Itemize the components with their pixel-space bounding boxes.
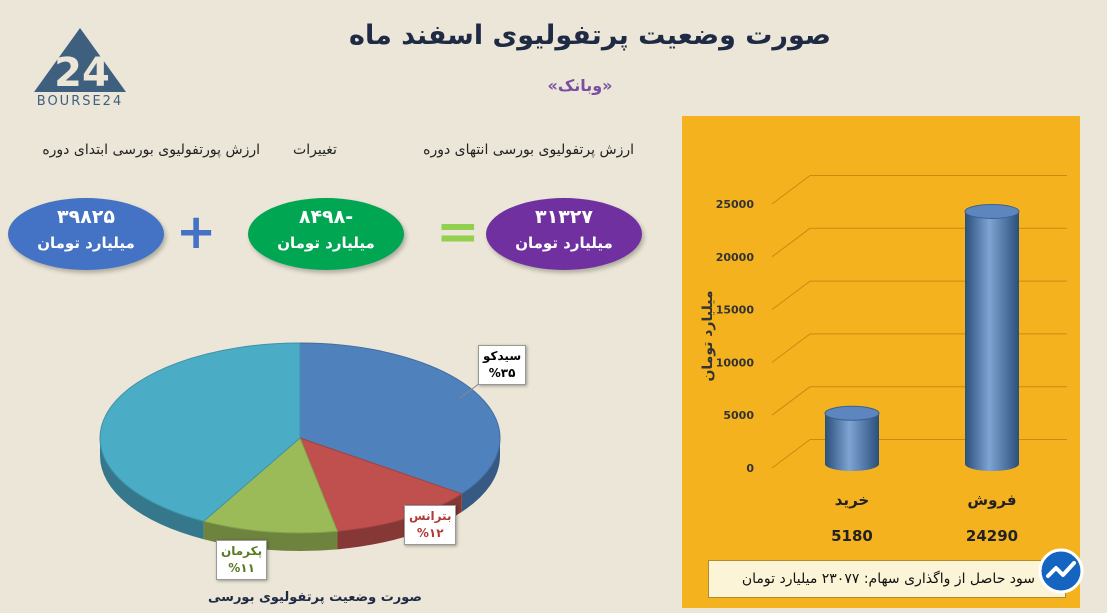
page-title: صورت وضعیت پرتفولیوی اسفند ماه — [349, 20, 831, 51]
bar-cylinder-top — [824, 405, 880, 421]
page-subtitle: «وبانک» — [547, 76, 613, 95]
pie-label-seydko: سیدکو %۳۵ — [478, 345, 527, 385]
bar-cylinder — [965, 211, 1019, 471]
bar-value-label: 5180 — [831, 527, 873, 545]
pie-slice — [99, 342, 301, 522]
change-value-ellipse: -۸۴۹۸ میلیارد تومان — [248, 198, 404, 270]
pie-slice — [299, 342, 501, 495]
pie-label-percent: %۳۵ — [488, 366, 516, 380]
y-tick-label: 25000 — [716, 198, 755, 211]
pie-label-name: بترانس — [409, 509, 452, 523]
pie-label-percent: %۱۱ — [228, 561, 255, 575]
grid-line — [771, 333, 811, 363]
logo-mark: 24 — [34, 28, 126, 96]
pie-label-name: سیدکو — [483, 349, 522, 363]
x-category-label: خرید — [835, 491, 869, 509]
grid-line — [771, 280, 811, 311]
grid-line — [771, 439, 811, 469]
grid-line — [771, 227, 811, 258]
logo: 24 BOURSE24 — [28, 20, 132, 112]
y-tick-label: 20000 — [716, 251, 755, 264]
header-start: ارزش پورتفولیوی بورسی ابتدای دوره — [42, 142, 260, 158]
equals-sign: = — [436, 202, 480, 262]
grid-line — [771, 175, 811, 205]
bar-value-label: 24290 — [966, 527, 1018, 545]
change-unit: میلیارد تومان — [277, 234, 375, 252]
y-tick-label: 5000 — [723, 409, 754, 422]
pie-label-pakraman: پکرمان %۱۱ — [216, 540, 268, 580]
bar-cylinder — [825, 413, 879, 471]
pie-label-betrans: بترانس %۱۲ — [404, 505, 457, 545]
end-value-ellipse: ۳۱۳۲۷ میلیارد تومان — [486, 198, 642, 270]
end-value: ۳۱۳۲۷ — [535, 206, 593, 228]
change-value: -۸۴۹۸ — [298, 206, 354, 228]
y-tick-label: 15000 — [716, 304, 755, 317]
header-change: تغییرات — [293, 142, 337, 158]
pie-label-percent: %۱۲ — [416, 526, 444, 540]
bar-chart: 0 5000 10000 15000 20000 25000 میلیارد تومان خر… — [700, 175, 1067, 545]
x-category-label: فروش — [967, 491, 1016, 509]
summary-box: سود حاصل از واگذاری سهام: ۲۳۰۷۷ میلیارد … — [708, 560, 1066, 598]
y-axis-label: میلیارد تومان — [700, 290, 716, 381]
header-end: ارزش پرتفولیوی بورسی انتهای دوره — [423, 142, 634, 158]
logo-mark-text: 24 — [54, 50, 110, 96]
pie-slice-side — [100, 438, 204, 540]
start-value: ۳۹۸۲۵ — [57, 206, 115, 228]
start-value-ellipse: ۳۹۸۲۵ میلیارد تومان — [8, 198, 164, 270]
start-unit: میلیارد تومان — [37, 234, 135, 252]
end-unit: میلیارد تومان — [515, 234, 613, 252]
pie-slice — [202, 437, 339, 534]
y-tick-label: 10000 — [716, 356, 755, 369]
grid-line — [771, 386, 811, 416]
y-tick-label: 0 — [746, 462, 754, 475]
bar-chart-panel: 0 5000 10000 15000 20000 25000 میلیارد تومان خر… — [682, 116, 1080, 608]
trend-logo-icon — [1038, 548, 1084, 594]
pie-title: صورت وضعیت پرتفولیوی بورسی — [208, 590, 422, 605]
pie-leader-line — [459, 382, 481, 399]
pie-slice-side — [337, 493, 462, 550]
logo-text: BOURSE24 — [36, 94, 124, 109]
bar-cylinder-top — [964, 203, 1020, 219]
pie-label-name: پکرمان — [221, 544, 263, 558]
pie-slice-side — [461, 438, 500, 512]
plus-sign: + — [176, 204, 217, 260]
pie-chart — [99, 342, 501, 551]
